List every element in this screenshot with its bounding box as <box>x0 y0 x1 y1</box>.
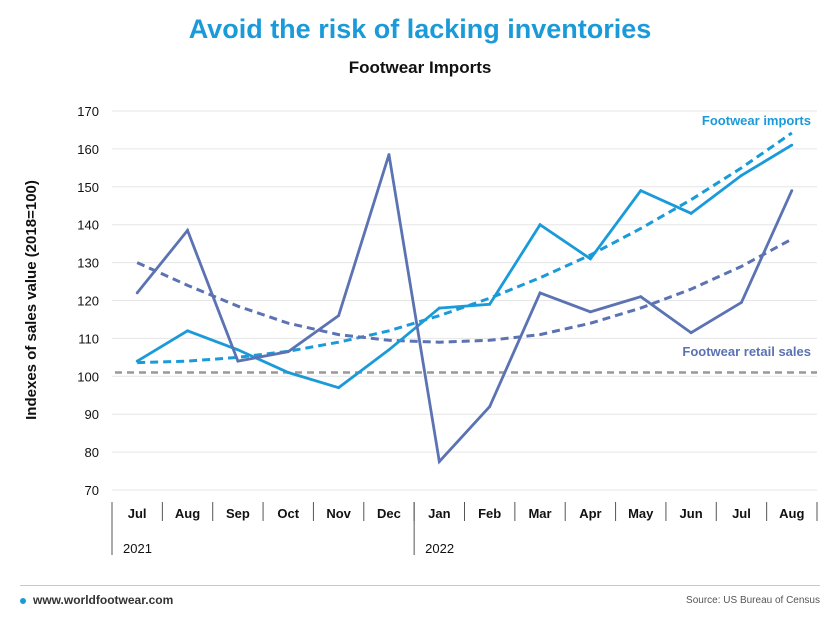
x-tick-label: Sep <box>226 506 250 521</box>
data-point-footwear-retail-sales <box>689 331 693 335</box>
grid-lines <box>112 110 817 491</box>
series-group <box>135 131 794 465</box>
data-point-footwear-retail-sales <box>538 291 542 295</box>
data-point-footwear-imports <box>790 143 794 147</box>
data-point-footwear-imports <box>588 257 592 261</box>
x-tick-label: Jul <box>128 506 147 521</box>
data-point-footwear-imports <box>639 189 643 192</box>
y-tick-label: 70 <box>85 483 99 498</box>
x-tick-label: Jun <box>680 506 703 521</box>
data-point-footwear-imports <box>538 223 542 227</box>
x-tick-label: Jul <box>732 506 751 521</box>
x-tick-label: Aug <box>175 506 200 521</box>
y-tick-label: 80 <box>85 445 99 460</box>
headline: Avoid the risk of lacking inventories <box>188 14 652 44</box>
data-point-footwear-retail-sales <box>639 295 643 299</box>
series-line-footwear-retail-sales <box>136 154 794 465</box>
data-point-footwear-retail-sales <box>488 405 492 409</box>
x-tick-label: Dec <box>377 506 401 521</box>
data-point-footwear-imports <box>387 348 391 352</box>
data-point-footwear-imports <box>186 329 189 333</box>
x-axis: Jul Aug Sep Oct Nov Dec Jan Feb Mar Apr May Jun Jul A… <box>111 502 818 556</box>
y-tick-label: 120 <box>77 294 99 309</box>
y-tick-label: 90 <box>85 407 99 422</box>
x-tick-label: May <box>628 506 654 521</box>
data-point-footwear-imports <box>236 348 240 352</box>
data-point-footwear-retail-sales <box>286 350 290 354</box>
data-point-footwear-imports <box>286 371 290 374</box>
chart-title: Footwear Imports <box>348 58 492 77</box>
y-tick-labels: 70 80 90 100 110 120 130 140 150 160 170 <box>77 104 99 498</box>
x-tick-label: Oct <box>277 506 299 521</box>
series-label-footwear-retail-sales: Footwear retail sales <box>682 344 811 359</box>
chart: 70 80 90 100 110 120 130 140 150 160 170 Jul Aug Sep… <box>23 104 818 556</box>
year-label: 2022 <box>425 541 454 556</box>
y-tick-label: 150 <box>77 180 99 195</box>
y-axis-label: Indexes of sales value (2018=100) <box>23 180 40 420</box>
data-point-footwear-imports <box>689 211 693 215</box>
data-point-footwear-retail-sales <box>588 310 592 314</box>
year-label: 2021 <box>123 541 152 556</box>
footer-bullet-icon <box>20 598 26 604</box>
y-tick-label: 100 <box>77 369 99 384</box>
data-point-footwear-retail-sales <box>236 359 240 363</box>
footer-site: www.worldfootwear.com <box>33 593 174 607</box>
x-tick-label: Jan <box>428 506 450 521</box>
footer-divider <box>20 585 820 586</box>
x-tick-label: Feb <box>478 506 501 521</box>
y-tick-label: 140 <box>77 218 99 233</box>
data-point-footwear-imports <box>488 302 492 306</box>
y-tick-label: 170 <box>77 104 99 119</box>
data-point-footwear-imports <box>135 359 139 363</box>
x-tick-label: Mar <box>528 506 551 521</box>
data-point-footwear-imports <box>337 386 341 390</box>
data-point-footwear-retail-sales <box>337 314 341 318</box>
series-label-footwear-imports: Footwear imports <box>702 113 811 128</box>
data-point-footwear-retail-sales <box>740 300 743 304</box>
data-point-footwear-retail-sales <box>135 291 139 295</box>
footer-source: Source: US Bureau of Census <box>686 595 820 606</box>
data-point-footwear-retail-sales <box>437 460 441 463</box>
data-point-footwear-imports <box>740 174 743 177</box>
y-tick-label: 160 <box>77 142 99 157</box>
trend-line-footwear-imports <box>137 131 793 365</box>
data-point-footwear-retail-sales <box>387 153 391 156</box>
y-tick-label: 130 <box>77 256 99 271</box>
x-tick-label: Aug <box>779 506 804 521</box>
data-point-footwear-imports <box>437 306 441 310</box>
x-tick-label: Apr <box>579 506 601 521</box>
data-point-footwear-retail-sales <box>790 189 794 192</box>
data-point-footwear-retail-sales <box>186 228 189 232</box>
trend-line-footwear-retail-sales <box>136 237 793 344</box>
y-tick-label: 110 <box>78 331 99 346</box>
series-line-footwear-imports <box>136 143 793 390</box>
x-tick-label: Nov <box>326 506 351 521</box>
